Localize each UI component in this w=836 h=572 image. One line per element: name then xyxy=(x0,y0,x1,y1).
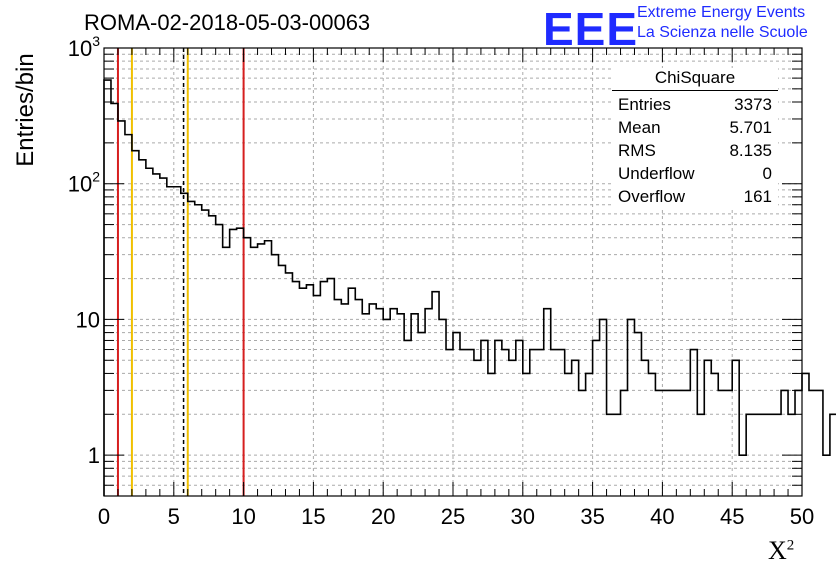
stats-label: Underflow xyxy=(618,164,695,183)
logo-line-2: La Scienza nelle Scuole xyxy=(637,24,808,41)
stats-row-rms: RMS 8.135 xyxy=(612,139,778,162)
logo-caption: Extreme Energy Events La Scienza nelle S… xyxy=(637,3,808,43)
stats-label: Overflow xyxy=(618,187,686,206)
y-tick-label-exponent: 3 xyxy=(92,33,100,49)
x-axis-label: X2 xyxy=(768,536,794,566)
stats-title: ChiSquare xyxy=(612,68,778,91)
logo-line-1: Extreme Energy Events xyxy=(637,4,806,21)
stats-rows: Entries 3373 Mean 5.701 RMS 8.135 Underflow 0 Ov… xyxy=(612,93,778,208)
y-tick-label-base: 10 xyxy=(68,36,92,61)
x-tick-label: 30 xyxy=(511,504,535,529)
histogram-line xyxy=(103,79,836,496)
y-tick-label: 102 xyxy=(68,169,100,197)
x-tick-label: 40 xyxy=(650,504,674,529)
x-tick-label: 50 xyxy=(790,504,814,529)
x-tick-label: 25 xyxy=(441,504,465,529)
stats-row-entries: Entries 3373 xyxy=(612,93,778,116)
stats-row-underflow: Underflow 0 xyxy=(612,162,778,185)
stats-value: 3373 xyxy=(734,95,772,114)
x-tick-label: 45 xyxy=(720,504,744,529)
stats-value: 8.135 xyxy=(729,141,772,160)
x-tick-label: 10 xyxy=(231,504,255,529)
x-tick-label: 5 xyxy=(168,504,180,529)
stats-label: RMS xyxy=(618,141,656,160)
x-tick-label: 20 xyxy=(371,504,395,529)
x-tick-label: 15 xyxy=(301,504,325,529)
stats-value: 5.701 xyxy=(729,118,772,137)
y-tick-label-base: 10 xyxy=(68,172,92,197)
eee-logo: EEE xyxy=(543,3,639,55)
chart-title: ROMA-02-2018-05-03-00063 xyxy=(84,10,371,35)
stats-box: ChiSquare Entries 3373 Mean 5.701 RMS 8.135 Un… xyxy=(612,68,778,208)
y-tick-label-base: 1 xyxy=(88,443,100,468)
x-axis-label-sup: 2 xyxy=(786,537,795,554)
x-tick-label: 0 xyxy=(98,504,110,529)
y-tick-label: 103 xyxy=(68,33,100,61)
stats-value: 161 xyxy=(743,187,772,206)
x-axis-label-base: X xyxy=(768,536,787,565)
stats-value: 0 xyxy=(762,164,772,183)
stats-row-mean: Mean 5.701 xyxy=(612,116,778,139)
y-tick-label-exponent: 2 xyxy=(92,169,100,185)
y-axis-label: Entries/bin xyxy=(12,53,39,167)
y-tick-label-base: 10 xyxy=(76,307,100,332)
stats-label: Mean xyxy=(618,118,661,137)
y-tick-label: 1 xyxy=(88,443,100,468)
stats-label: Entries xyxy=(618,95,671,114)
y-tick-label: 10 xyxy=(76,307,100,332)
stats-row-overflow: Overflow 161 xyxy=(612,185,778,208)
x-tick-label: 35 xyxy=(580,504,604,529)
